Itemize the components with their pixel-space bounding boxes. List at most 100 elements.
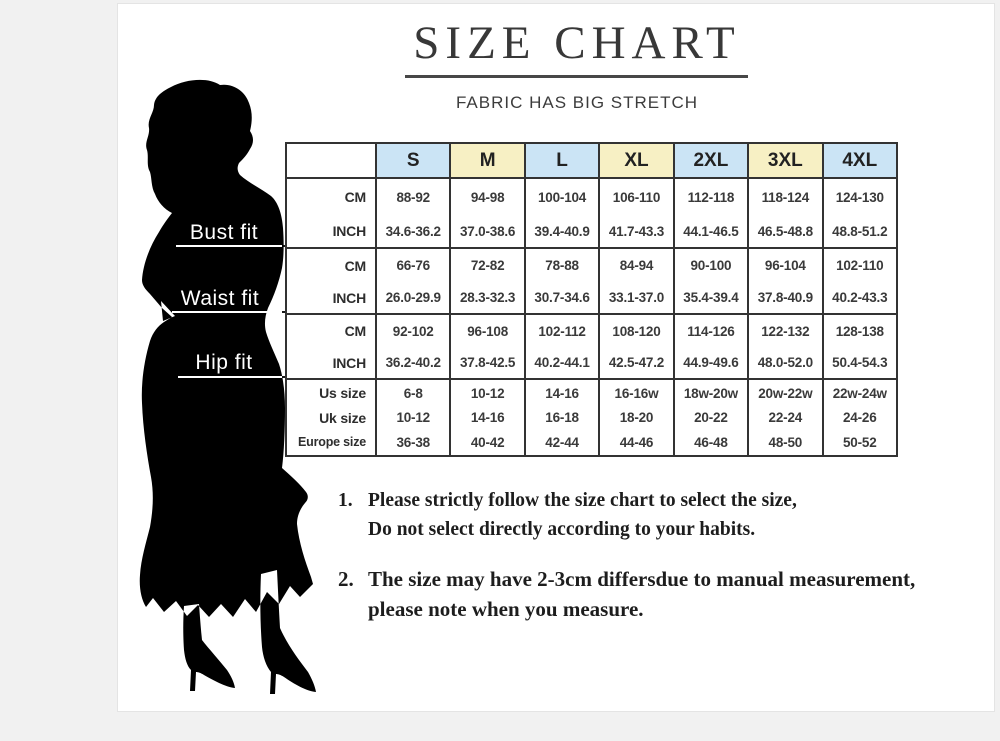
bust-fit-label: Bust fit [189, 221, 259, 244]
hip-cm-s: 92-102 [374, 313, 451, 347]
hip-fit-label: Hip fit [195, 351, 253, 374]
conversion-us-size-2xl: 18w-20w [672, 378, 749, 406]
hip-cm-l: 102-112 [523, 313, 600, 347]
row-label: Us size [285, 378, 376, 406]
size-table: S M L XL 2XL 3XL 4XL CM 88-92 94-98 100-104 106-11… [285, 142, 898, 457]
waist-line [172, 311, 282, 313]
bust-inch-2xl: 44.1-46.5 [672, 215, 749, 248]
conversion-row-europe-size: Europe size 36-38 40-42 42-44 44-46 46-48 48-5… [285, 429, 897, 456]
waist-cm-2xl: 90-100 [672, 247, 749, 282]
row-label: CM [285, 247, 376, 282]
conversion-us-size-4xl: 22w-24w [821, 378, 897, 406]
note-1-line-1: Please strictly follow the size chart to… [368, 490, 797, 511]
bust-cm-l: 100-104 [523, 177, 600, 215]
hip-inch-3xl: 48.0-52.0 [747, 347, 823, 379]
size-col-header-l: L [523, 143, 600, 179]
waist-cm-4xl: 102-110 [821, 247, 897, 282]
note-2-text: The size may have 2-3cm differsdue to ma… [368, 564, 915, 624]
note-2: 2. The size may have 2-3cm differsdue to… [338, 564, 915, 624]
hip-inch-4xl: 50.4-54.3 [821, 347, 897, 379]
hip-line [178, 376, 282, 378]
conversion-uk-size-m: 14-16 [449, 406, 525, 429]
note-2-line-2: please note when you measure. [368, 597, 644, 621]
bust-inch-xl: 41.7-43.3 [598, 215, 674, 248]
row-label: INCH [285, 347, 376, 379]
conversion-uk-size-2xl: 20-22 [672, 406, 749, 429]
note-1-line-2: Do not select directly according to your… [368, 519, 756, 540]
waist-fit-label: Waist fit [180, 287, 260, 310]
conversion-europe-size-3xl: 48-50 [747, 429, 823, 456]
conversion-europe-size-4xl: 50-52 [821, 429, 897, 456]
hip-cm-m: 96-108 [449, 313, 525, 347]
row-label: Uk size [285, 406, 376, 429]
waist-cm-s: 66-76 [374, 247, 451, 282]
row-label: Europe size [285, 429, 376, 456]
note-2-number: 2. [338, 567, 354, 591]
waist-inch-s: 26.0-29.9 [374, 282, 451, 314]
bust-cm-4xl: 124-130 [821, 177, 897, 215]
bust-inch-l: 39.4-40.9 [523, 215, 600, 248]
conversion-row-uk-size: Uk size 10-12 14-16 16-18 18-20 20-22 22-24 24-… [285, 406, 897, 429]
waist-row-inch: INCH 26.0-29.9 28.3-32.3 30.7-34.6 33.1-37.0… [285, 282, 897, 314]
conversion-us-size-xl: 16-16w [598, 378, 674, 406]
bust-cm-s: 88-92 [374, 177, 451, 215]
waist-inch-m: 28.3-32.3 [449, 282, 525, 314]
conversion-uk-size-l: 16-18 [523, 406, 600, 429]
note-2-line-1: The size may have 2-3cm differsdue to ma… [368, 567, 916, 591]
hip-cm-xl: 108-120 [598, 313, 674, 347]
waist-cm-m: 72-82 [449, 247, 525, 282]
hip-inch-2xl: 44.9-49.6 [672, 347, 749, 379]
bust-row-inch: INCH 34.6-36.2 37.0-38.6 39.4-40.9 41.7-43.3… [285, 215, 897, 248]
hip-inch-l: 40.2-44.1 [523, 347, 600, 379]
hip-inch-s: 36.2-40.2 [374, 347, 451, 379]
subtitle: FABRIC HAS BIG STRETCH [455, 93, 699, 112]
waist-row-cm: CM 66-76 72-82 78-88 84-94 90-100 96-104 102-11… [285, 247, 897, 282]
conversion-uk-size-3xl: 22-24 [747, 406, 823, 429]
size-col-header-4xl: 4XL [821, 143, 897, 179]
conversion-row-us-size: Us size 6-8 10-12 14-16 16-16w 18w-20w 20w-22w… [285, 378, 897, 406]
conversion-europe-size-2xl: 46-48 [672, 429, 749, 456]
conversion-us-size-m: 10-12 [449, 378, 525, 406]
bust-row-cm: CM 88-92 94-98 100-104 106-110 112-118 118-124… [285, 177, 897, 215]
conversion-us-size-l: 14-16 [523, 378, 600, 406]
hip-cm-2xl: 114-126 [672, 313, 749, 347]
conversion-us-size-s: 6-8 [374, 378, 451, 406]
waist-inch-2xl: 35.4-39.4 [672, 282, 749, 314]
size-table-body: CM 88-92 94-98 100-104 106-110 112-118 118-124… [285, 177, 897, 456]
hip-inch-m: 37.8-42.5 [449, 347, 525, 379]
hip-row-inch: INCH 36.2-40.2 37.8-42.5 40.2-44.1 42.5-47.2… [285, 347, 897, 379]
waist-inch-3xl: 37.8-40.9 [747, 282, 823, 314]
waist-cm-xl: 84-94 [598, 247, 674, 282]
bust-inch-m: 37.0-38.6 [449, 215, 525, 248]
hip-cm-3xl: 122-132 [747, 313, 823, 347]
bust-cm-2xl: 112-118 [672, 177, 749, 215]
conversion-us-size-3xl: 20w-22w [747, 378, 823, 406]
size-col-header-3xl: 3XL [747, 143, 823, 179]
waist-inch-xl: 33.1-37.0 [598, 282, 674, 314]
size-col-header-m: M [449, 143, 525, 179]
conversion-europe-size-s: 36-38 [374, 429, 451, 456]
waist-inch-4xl: 40.2-43.3 [821, 282, 897, 314]
bust-inch-4xl: 48.8-51.2 [821, 215, 897, 248]
row-label-column-header [285, 143, 376, 179]
bust-cm-3xl: 118-124 [747, 177, 823, 215]
note-1-number: 1. [338, 490, 353, 511]
note-1-text: Please strictly follow the size chart to… [368, 486, 797, 544]
page-title: SIZE CHART [413, 17, 741, 69]
hip-inch-xl: 42.5-47.2 [598, 347, 674, 379]
row-label: INCH [285, 215, 376, 248]
bust-inch-3xl: 46.5-48.8 [747, 215, 823, 248]
size-col-header-xl: XL [598, 143, 674, 179]
bust-line [176, 245, 282, 247]
waist-inch-l: 30.7-34.6 [523, 282, 600, 314]
bust-cm-m: 94-98 [449, 177, 525, 215]
conversion-europe-size-xl: 44-46 [598, 429, 674, 456]
waist-cm-3xl: 96-104 [747, 247, 823, 282]
bust-cm-xl: 106-110 [598, 177, 674, 215]
hip-row-cm: CM 92-102 96-108 102-112 108-120 114-126 122-1… [285, 313, 897, 347]
conversion-europe-size-m: 40-42 [449, 429, 525, 456]
size-table-header: S M L XL 2XL 3XL 4XL [285, 143, 897, 179]
row-label: CM [285, 313, 376, 347]
